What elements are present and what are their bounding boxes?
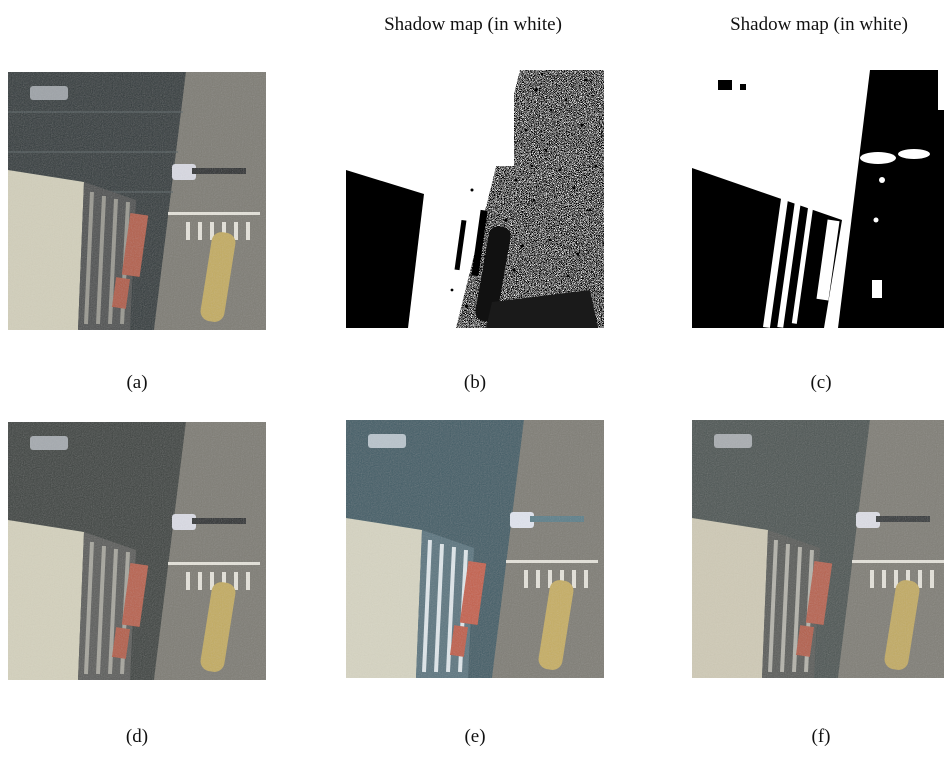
panel-c-title: Shadow map (in white): [730, 14, 908, 35]
panel-f-result-image: [692, 420, 944, 678]
panel-e-result-image: [346, 420, 604, 678]
panel-c-shadow-map: [692, 70, 944, 328]
panel-a-aerial-image: [8, 72, 266, 330]
panel-b-label: (b): [463, 372, 487, 393]
panel-e-label: (e): [464, 726, 486, 747]
panel-c-label: (c): [810, 372, 832, 393]
panel-b-shadow-map: [346, 70, 604, 328]
panel-d-result-image: [8, 422, 266, 680]
panel-a-label: (a): [126, 372, 148, 393]
panel-f-label: (f): [811, 726, 831, 747]
panel-d-label: (d): [125, 726, 149, 747]
panel-b-title: Shadow map (in white): [384, 14, 562, 35]
